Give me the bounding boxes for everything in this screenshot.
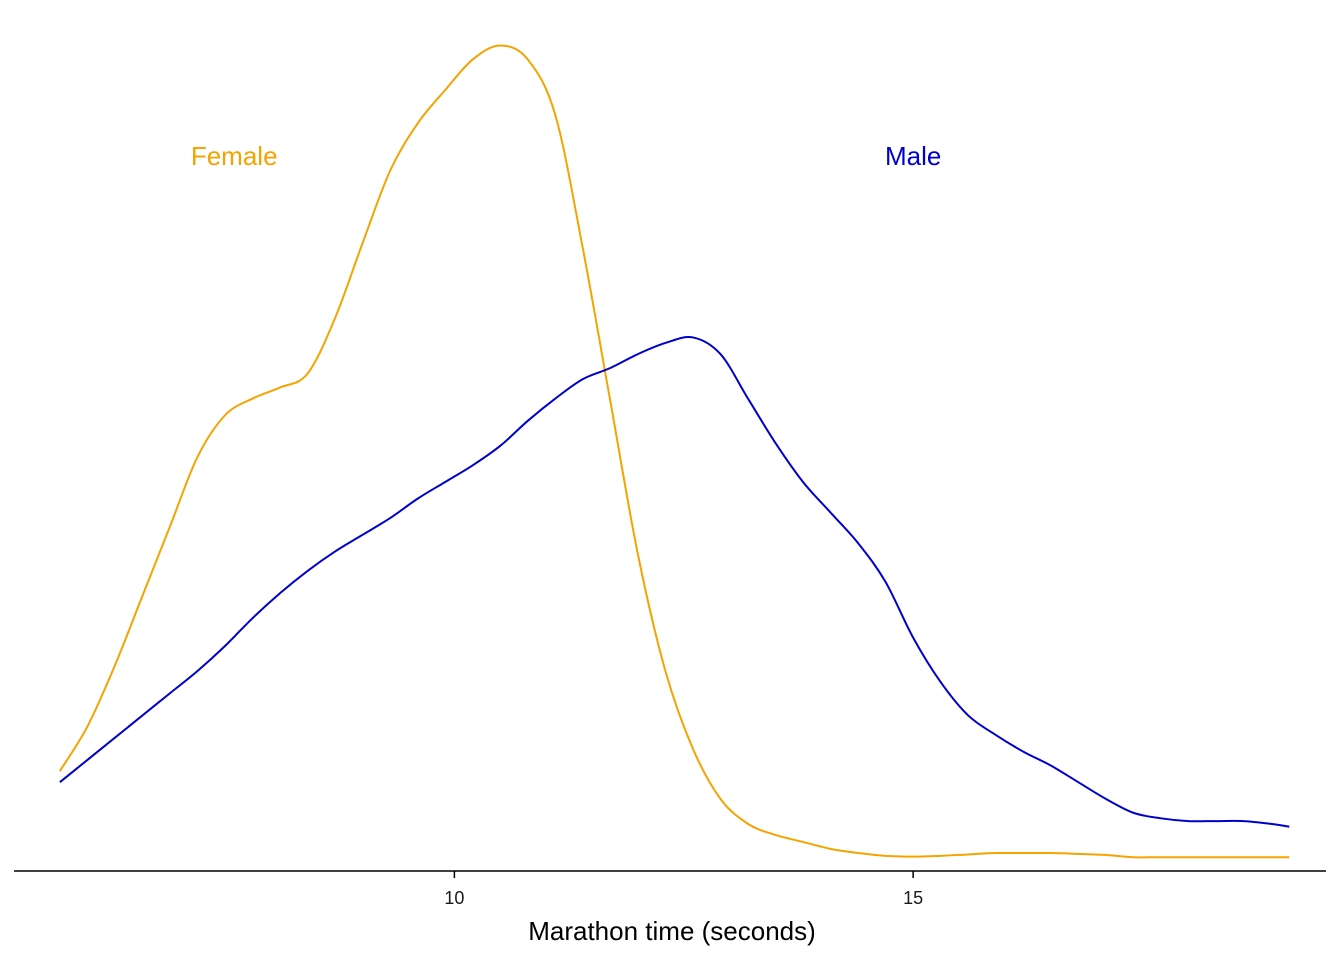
series-label-female: Female xyxy=(191,141,278,171)
series-layer xyxy=(59,44,1290,859)
x-axis-title: Marathon time (seconds) xyxy=(528,916,816,946)
series-line-female xyxy=(59,44,1290,859)
series-label-layer: Female Male xyxy=(191,141,941,171)
series-line-male xyxy=(59,336,1290,828)
x-tick-layer: 10 15 xyxy=(444,871,923,908)
x-tick-label: 15 xyxy=(903,888,923,908)
series-label-male: Male xyxy=(885,141,941,171)
x-tick-label: 10 xyxy=(444,888,464,908)
